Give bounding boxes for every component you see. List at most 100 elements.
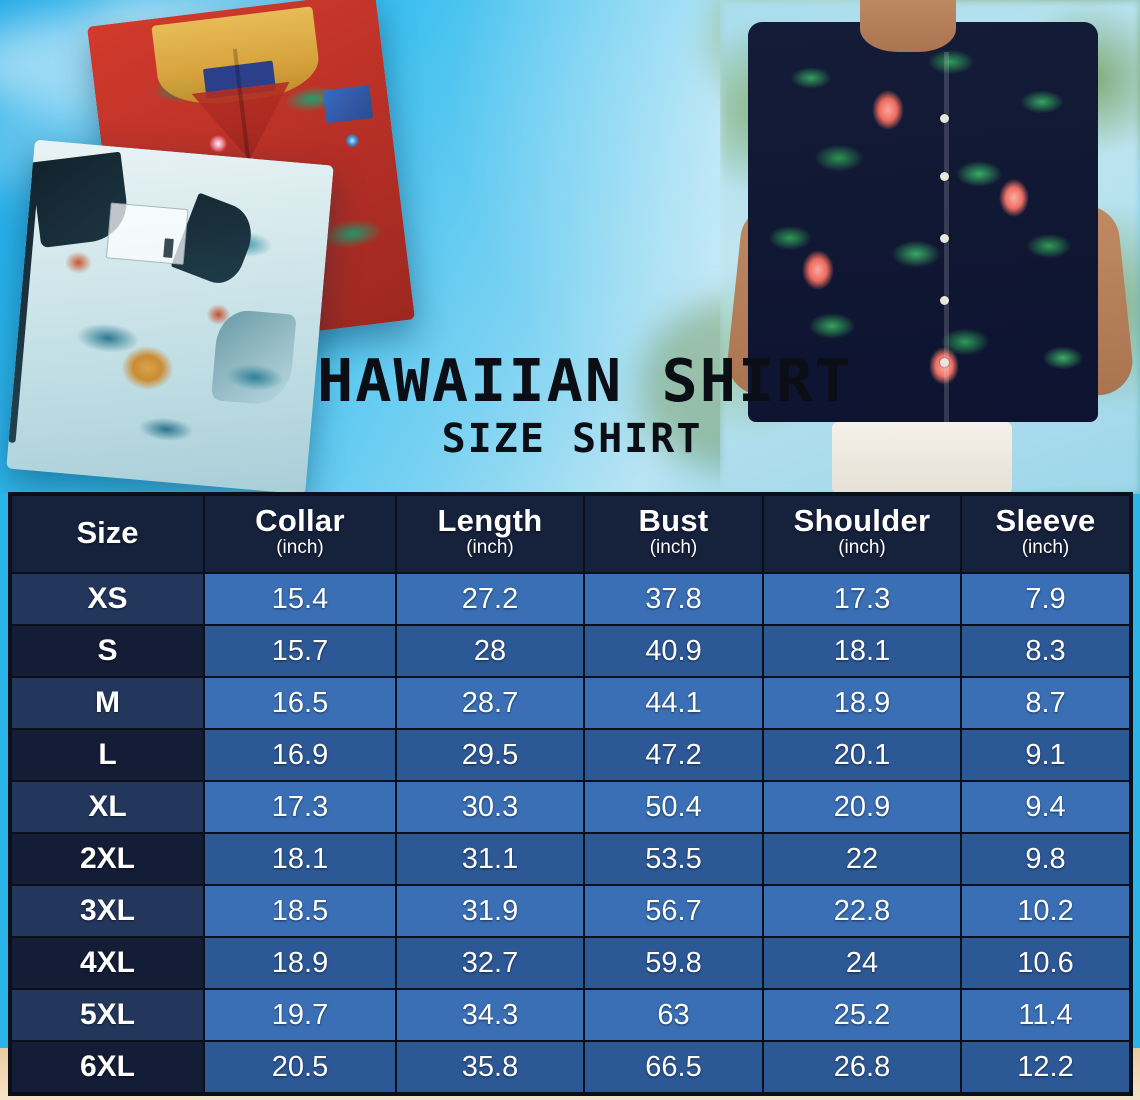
column-header-label: Bust [638,502,709,538]
cell-shoulder: 22.8 [762,884,962,938]
table-header-row: Size Collar (inch) Length (inch) Bust (i… [10,494,1131,574]
cell-length: 29.5 [395,728,585,782]
table-row: XL 17.3 30.3 50.4 20.9 9.4 [10,780,1131,834]
table-body: XS 15.4 27.2 37.8 17.3 7.9 S 15.7 28 40.9 18.1 8.3 M… [10,572,1131,1094]
column-header-unit: (inch) [466,537,514,559]
column-header-shoulder: Shoulder (inch) [762,494,962,574]
cell-length: 31.9 [395,884,585,938]
cell-collar: 18.1 [203,832,397,886]
table-row: S 15.7 28 40.9 18.1 8.3 [10,624,1131,678]
cell-bust: 40.9 [583,624,764,678]
column-header-unit: (inch) [838,537,886,559]
column-header-collar: Collar (inch) [203,494,397,574]
page-subtitle: SIZE SHIRT [441,415,703,462]
cell-shoulder: 22 [762,832,962,886]
cell-bust: 50.4 [583,780,764,834]
table-row: 3XL 18.5 31.9 56.7 22.8 10.2 [10,884,1131,938]
cell-sleeve: 12.2 [960,1040,1131,1094]
shirt-button [940,234,949,243]
model-photo [720,0,1140,494]
flamingo-hawaiian-shirt-image [748,22,1098,422]
cell-length: 35.8 [395,1040,585,1094]
cell-sleeve: 11.4 [960,988,1131,1042]
cell-shoulder: 18.1 [762,624,962,678]
cell-length: 34.3 [395,988,585,1042]
table-row: XS 15.4 27.2 37.8 17.3 7.9 [10,572,1131,626]
cell-sleeve: 7.9 [960,572,1131,626]
cell-collar: 16.5 [203,676,397,730]
column-header-unit: (inch) [649,537,698,559]
cell-sleeve: 8.7 [960,676,1131,730]
table-row: L 16.9 29.5 47.2 20.1 9.1 [10,728,1131,782]
column-header-bust: Bust (inch) [583,494,764,574]
column-header-length: Length (inch) [395,494,585,574]
cell-collar: 17.3 [203,780,397,834]
column-header-label: Sleeve [995,502,1096,538]
cell-bust: 44.1 [583,676,764,730]
cell-size: 2XL [10,832,205,886]
cell-bust: 56.7 [583,884,764,938]
table-row: 2XL 18.1 31.1 53.5 22 9.8 [10,832,1131,886]
shirt-button [940,358,949,367]
hero-photo-banner: HAWAIIAN SHIRT SIZE SHIRT [0,0,1140,494]
cell-sleeve: 10.6 [960,936,1131,990]
blue-hawaiian-shirt-image [6,139,334,494]
cell-shoulder: 25.2 [762,988,962,1042]
table-header: Size Collar (inch) Length (inch) Bust (i… [10,494,1131,574]
cell-bust: 37.8 [583,572,764,626]
cell-shoulder: 20.9 [762,780,962,834]
model-white-shorts [832,422,1012,494]
cell-size: XS [10,572,205,626]
cell-bust: 47.2 [583,728,764,782]
cell-size: L [10,728,205,782]
shirt-sleeve-badge [322,85,373,124]
size-chart-table: Size Collar (inch) Length (inch) Bust (i… [10,494,1131,1094]
cell-collar: 19.7 [203,988,397,1042]
shirt-edge [8,165,40,443]
cell-shoulder: 20.1 [762,728,962,782]
cell-shoulder: 17.3 [762,572,962,626]
cell-collar: 16.9 [203,728,397,782]
column-header-label: Size [76,514,139,550]
column-header-label: Shoulder [793,502,931,538]
cell-bust: 63 [583,988,764,1042]
cell-collar: 15.7 [203,624,397,678]
cell-sleeve: 9.4 [960,780,1131,834]
cell-sleeve: 8.3 [960,624,1131,678]
column-header-size: Size [10,494,205,574]
cell-size: 5XL [10,988,205,1042]
shirt-chest-pocket [105,202,189,266]
column-header-label: Collar [255,502,345,538]
table-row: M 16.5 28.7 44.1 18.9 8.7 [10,676,1131,730]
cell-sleeve: 9.1 [960,728,1131,782]
page-title: HAWAIIAN SHIRT [317,346,853,415]
cell-shoulder: 18.9 [762,676,962,730]
cell-length: 32.7 [395,936,585,990]
cell-size: 3XL [10,884,205,938]
cell-length: 28.7 [395,676,585,730]
column-header-sleeve: Sleeve (inch) [960,494,1131,574]
cell-size: 4XL [10,936,205,990]
cell-shoulder: 26.8 [762,1040,962,1094]
table-row: 5XL 19.7 34.3 63 25.2 11.4 [10,988,1131,1042]
shirt-button [940,114,949,123]
cell-collar: 18.5 [203,884,397,938]
cell-size: 6XL [10,1040,205,1094]
cell-sleeve: 10.2 [960,884,1131,938]
cell-size: XL [10,780,205,834]
title-block: HAWAIIAN SHIRT SIZE SHIRT [317,351,851,462]
cell-collar: 18.9 [203,936,397,990]
column-header-label: Length [437,502,543,538]
shirt-fold-shadow [210,308,297,407]
cell-bust: 66.5 [583,1040,764,1094]
column-header-unit: (inch) [1021,537,1070,559]
cell-sleeve: 9.8 [960,832,1131,886]
model-neck [860,0,956,52]
cell-size: M [10,676,205,730]
cell-bust: 59.8 [583,936,764,990]
cell-size: S [10,624,205,678]
column-header-unit: (inch) [276,537,324,559]
cell-length: 27.2 [395,572,585,626]
cell-length: 30.3 [395,780,585,834]
cell-shoulder: 24 [762,936,962,990]
